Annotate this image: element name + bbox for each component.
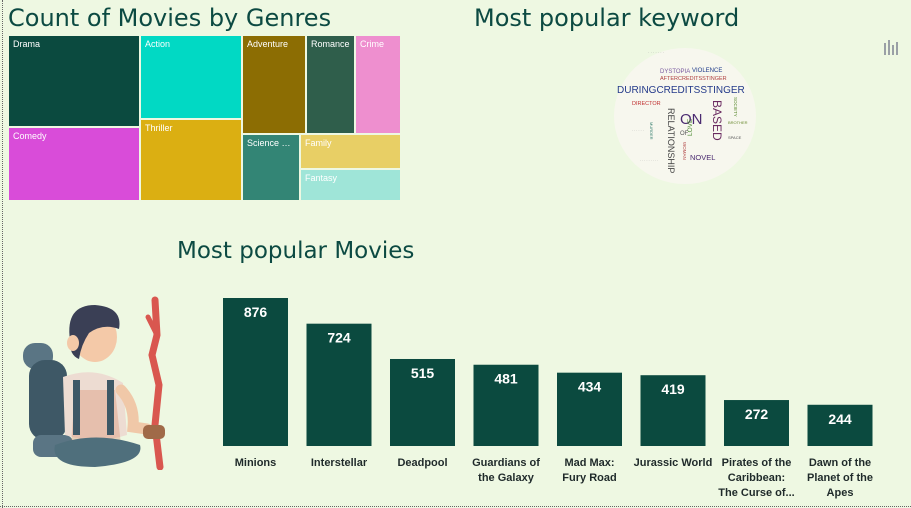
treemap-tile-adventure[interactable]: Adventure [242,35,306,134]
keyword-wordcloud[interactable]: · · · · · · · DYSTOPIA VIOLENCE AFTERCRE… [610,42,760,187]
treemap-tile-fantasy[interactable]: Fantasy [300,169,401,201]
category-label: Pirates of the Caribbean: The Curse of... [718,457,794,499]
category-label-line: the Galaxy [478,472,535,484]
bar-value-label: 419 [661,381,685,397]
bar-6[interactable] [724,400,789,446]
word-dystopia: DYSTOPIA [660,69,690,75]
bar-value-label: 515 [411,365,435,381]
category-label-line: The Curse of... [718,487,794,499]
word-on: ON [680,111,703,128]
category-label-line: Dawn of the [809,457,871,469]
word-relationship: RELATIONSHIP [666,108,676,173]
bar-5[interactable] [640,375,706,446]
word-duringcreditsstinger: DURINGCREDITSSTINGER [617,85,745,96]
category-label: Mad Max: Fury Road [562,457,616,484]
focus-mode-icon[interactable] [882,37,902,57]
bar-value-label: 724 [327,330,351,346]
treemap-tile-romance[interactable]: Romance [306,35,355,134]
word-aftercreditsstinger: AFTERCREDITSSTINGER [660,76,727,82]
wordcloud-title: Most popular keyword [474,4,740,32]
word-woman: WOMAN [682,142,687,160]
category-label-line: Apes [827,487,854,499]
category-label-line: Deadpool [397,457,447,469]
category-label-line: Fury Road [562,472,616,484]
bar-value-label: 434 [578,379,602,395]
treemap-tile-science-fiction[interactable]: Science Fi... [242,134,300,201]
category-label: Jurassic World [634,457,713,469]
word-murder: MURDER [649,122,654,140]
category-label: Interstellar [311,457,368,469]
hiker-illustration [23,296,165,470]
bar-chart-title: Most popular Movies [177,238,415,264]
word-brother: BROTHER [728,120,748,125]
treemap-tile-action[interactable]: Action [140,35,242,119]
bar-1[interactable] [306,323,372,446]
bar-7[interactable] [807,404,873,446]
bar-0[interactable] [223,298,288,446]
category-label: Deadpool [397,457,447,469]
category-label-line: Jurassic World [634,457,713,469]
category-label-line: Guardians of [472,457,540,469]
category-label-line: Interstellar [311,457,368,469]
bar-value-label: 481 [494,371,518,387]
category-label-line: Mad Max: [564,457,614,469]
treemap-tile-crime[interactable]: Crime [355,35,401,134]
treemap-title: Count of Movies by Genres [8,4,332,32]
bar-3[interactable] [473,364,539,446]
word-novel: NOVEL [690,153,715,162]
bar-value-label: 876 [244,304,268,320]
category-label: Dawn of the Planet of the Apes [807,457,873,499]
category-label-line: Pirates of the [722,457,792,469]
word-based: BASED [710,100,724,141]
category-label-line: Caribbean: [728,472,785,484]
bar-2[interactable] [390,358,455,446]
bar-value-label: 272 [745,406,769,422]
genre-treemap[interactable]: Drama Action Adventure Romance Crime Com… [8,35,401,201]
word-director: DIRECTOR [632,101,661,107]
bar-4[interactable] [557,372,622,446]
word-society: SOCIETY [733,97,738,117]
wordcloud-filler: · · · · · · · [648,50,664,55]
wordcloud-background [614,48,756,184]
treemap-tile-thriller[interactable]: Thriller [140,119,242,201]
wordcloud-filler: · · · · · · · · · [640,159,658,163]
treemap-tile-drama[interactable]: Drama [8,35,140,127]
category-label-line: Minions [235,457,277,469]
category-label: Guardians of the Galaxy [472,457,540,484]
wordcloud-filler: · · · · · · [632,129,644,133]
word-violence: VIOLENCE [692,68,722,74]
word-love: LOVE [687,118,694,136]
treemap-tile-comedy[interactable]: Comedy [8,127,140,201]
category-label-line: Planet of the [807,472,873,484]
word-space: SPACE [728,135,742,140]
left-border [2,0,3,508]
bar-value-label: 244 [828,411,852,427]
word-of: OF [680,131,689,137]
treemap-tile-family[interactable]: Family [300,134,401,169]
bottom-border [0,506,911,507]
category-label: Minions [235,457,277,469]
